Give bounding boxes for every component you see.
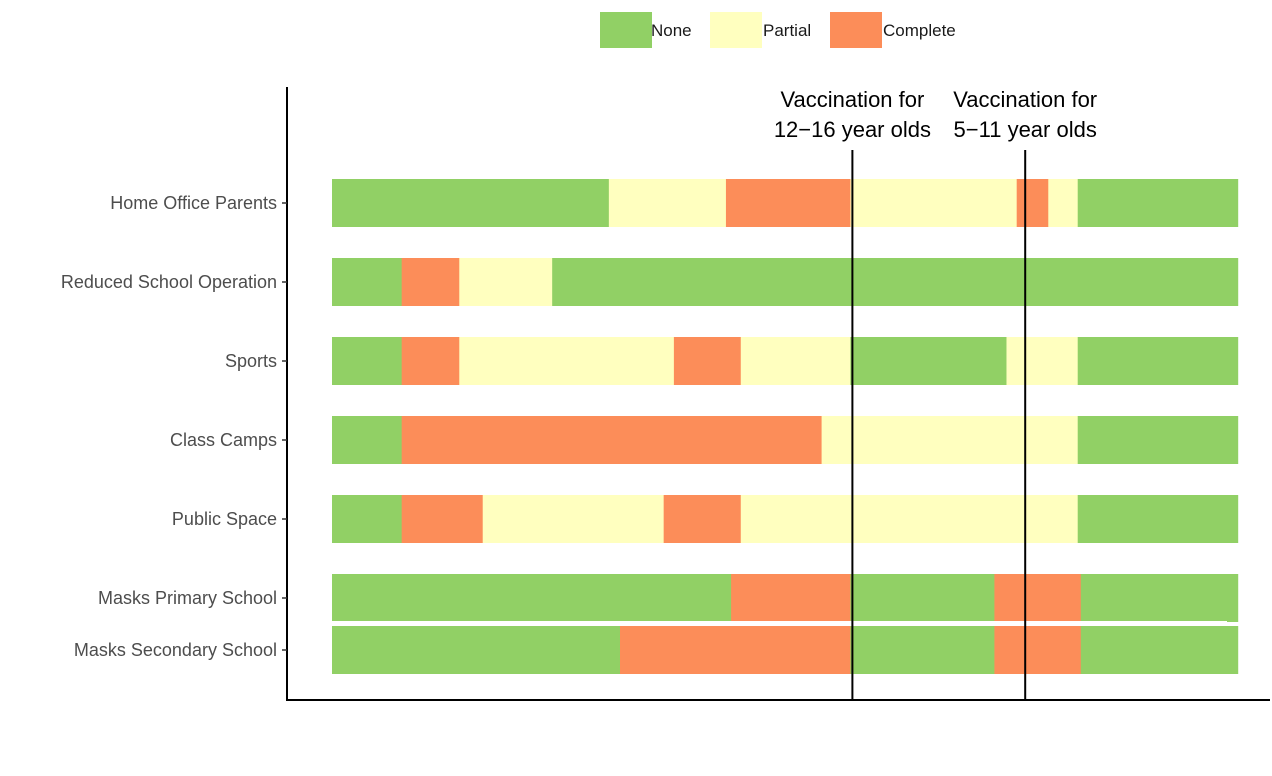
bar-home-office-parents-segment-3 [850, 179, 1018, 227]
bar-reduced-school-operation-segment-0 [332, 258, 403, 306]
bar-sports-segment-0 [332, 337, 403, 385]
bar-masks-secondary-school-segment-1 [620, 626, 851, 674]
bar-sports-segment-7 [1077, 337, 1239, 385]
bar-sports-segment-4 [740, 337, 851, 385]
bar-public-space-segment-1 [401, 495, 484, 543]
bar-class-camps-segment-3 [1077, 416, 1239, 464]
bar-masks-secondary-school-segment-2 [850, 626, 995, 674]
bar-masks-secondary-school-segment-3 [994, 626, 1082, 674]
legend: None Partial Complete [0, 12, 1272, 50]
bar-public-space-segment-5 [1077, 495, 1239, 543]
y-tick-label-6: Masks Secondary School [74, 640, 277, 660]
bar-class-camps-segment-1 [401, 416, 822, 464]
bar-home-office-parents-segment-5 [1048, 179, 1079, 227]
legend-label-none: None [651, 21, 692, 40]
bar-sports-segment-5 [850, 337, 1007, 385]
axes-layer: Home Office Parents Reduced School Operat… [61, 87, 1270, 701]
legend-swatch-partial [710, 12, 762, 48]
bar-home-office-parents-segment-6 [1077, 179, 1239, 227]
bar-sports-segment-1 [401, 337, 460, 385]
bar-public-space-segment-2 [482, 495, 665, 543]
annotations-layer: Vaccination for 12−16 year oldsVaccinatio… [774, 87, 1097, 700]
annotation-text-0-line-0: Vaccination for [780, 87, 924, 112]
bar-sports-segment-3 [673, 337, 742, 385]
legend-swatch-complete [830, 12, 882, 48]
bars-layer [331, 179, 1239, 674]
bar-reduced-school-operation-segment-1 [401, 258, 460, 306]
bar-public-space-segment-0 [332, 495, 403, 543]
bar-masks-primary-school-segment-2 [850, 574, 995, 622]
y-tick-label-3: Class Camps [170, 430, 277, 450]
bar-home-office-parents-segment-2 [725, 179, 851, 227]
bar-home-office-parents-segment-4 [1016, 179, 1049, 227]
legend-swatch-none [600, 12, 652, 48]
bar-masks-primary-school-segment-4 [1080, 574, 1239, 622]
bar-home-office-parents-segment-1 [608, 179, 727, 227]
y-tick-label-5: Masks Primary School [98, 588, 277, 608]
bar-reduced-school-operation-segment-3 [552, 258, 1239, 306]
y-tick-label-2: Sports [225, 351, 277, 371]
annotation-text-1-line-0: Vaccination for [953, 87, 1097, 112]
annotation-text-1-line-1: 5−11 year olds [954, 117, 1097, 142]
legend-label-partial: Partial [763, 21, 812, 40]
bar-sports-segment-2 [459, 337, 675, 385]
bar-masks-primary-school-segment-0 [332, 574, 732, 622]
annotation-text-0-line-1: 12−16 year olds [774, 117, 931, 142]
bar-masks-secondary-school-segment-4 [1080, 626, 1239, 674]
bar-public-space-segment-3 [663, 495, 742, 543]
y-tick-label-1: Reduced School Operation [61, 272, 277, 292]
bar-public-space-segment-4 [740, 495, 1079, 543]
bar-class-camps-segment-0 [332, 416, 403, 464]
bar-masks-primary-school-segment-3 [994, 574, 1082, 622]
bar-reduced-school-operation-segment-2 [459, 258, 553, 306]
y-tick-label-0: Home Office Parents [110, 193, 277, 213]
row-separator [331, 621, 1227, 625]
y-tick-label-4: Public Space [172, 509, 277, 529]
bar-class-camps-segment-2 [821, 416, 1079, 464]
legend-label-complete: Complete [883, 21, 956, 40]
annotation-text-1: Vaccination for 5−11 year olds [953, 87, 1097, 142]
bar-masks-secondary-school-segment-0 [332, 626, 621, 674]
bar-masks-primary-school-segment-1 [731, 574, 851, 622]
annotation-text-0: Vaccination for 12−16 year olds [774, 87, 931, 142]
bar-sports-segment-6 [1006, 337, 1079, 385]
bar-home-office-parents-segment-0 [332, 179, 610, 227]
